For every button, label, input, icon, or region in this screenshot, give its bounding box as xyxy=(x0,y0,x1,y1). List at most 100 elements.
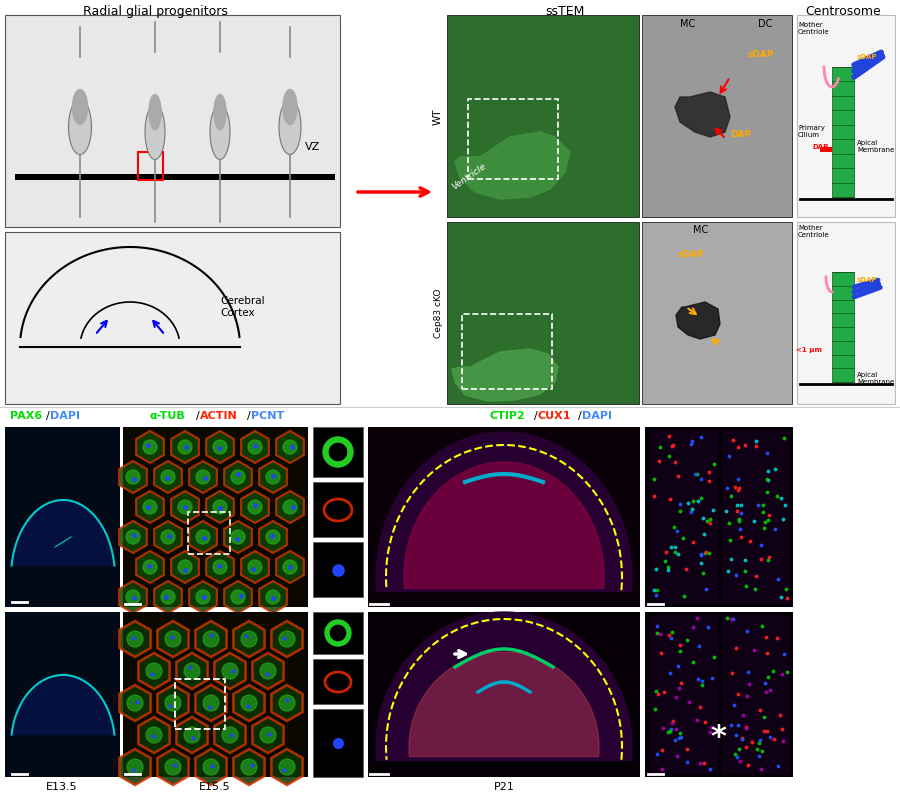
Text: /: / xyxy=(46,411,50,421)
Text: WT: WT xyxy=(0,508,2,525)
Text: Mother
Centriole: Mother Centriole xyxy=(798,225,830,238)
Bar xyxy=(650,615,718,774)
Text: sDAP: sDAP xyxy=(747,50,773,59)
Polygon shape xyxy=(12,500,114,566)
Ellipse shape xyxy=(165,759,181,775)
Polygon shape xyxy=(12,675,114,735)
Polygon shape xyxy=(409,652,599,756)
Bar xyxy=(642,15,792,217)
Text: Cep83 cKO: Cep83 cKO xyxy=(434,289,443,338)
Bar xyxy=(15,174,335,180)
Ellipse shape xyxy=(161,470,175,484)
Ellipse shape xyxy=(146,727,162,743)
Ellipse shape xyxy=(73,89,87,124)
Bar xyxy=(832,67,854,197)
Ellipse shape xyxy=(196,590,210,604)
Text: sDAP: sDAP xyxy=(857,277,878,283)
Text: /: / xyxy=(534,411,538,421)
Ellipse shape xyxy=(126,530,140,544)
Ellipse shape xyxy=(178,500,192,514)
Ellipse shape xyxy=(248,440,262,454)
Bar xyxy=(462,314,552,389)
Ellipse shape xyxy=(241,759,257,775)
Bar xyxy=(175,679,225,729)
Bar xyxy=(797,15,895,217)
Ellipse shape xyxy=(149,95,161,129)
Ellipse shape xyxy=(203,759,219,775)
Bar xyxy=(447,15,639,217)
Text: α-TUB: α-TUB xyxy=(150,411,185,421)
Ellipse shape xyxy=(184,727,200,743)
Text: PAX6: PAX6 xyxy=(10,411,42,421)
Ellipse shape xyxy=(260,727,276,743)
Ellipse shape xyxy=(279,759,295,775)
Ellipse shape xyxy=(203,631,219,647)
Bar xyxy=(313,709,363,777)
Bar xyxy=(650,430,718,604)
Text: *: * xyxy=(710,723,726,752)
Bar xyxy=(123,612,308,777)
Text: WT: WT xyxy=(0,479,2,495)
Ellipse shape xyxy=(165,695,181,711)
Ellipse shape xyxy=(161,590,175,604)
Polygon shape xyxy=(404,462,604,588)
Ellipse shape xyxy=(260,663,276,679)
Bar xyxy=(188,512,230,554)
Ellipse shape xyxy=(266,470,280,484)
Ellipse shape xyxy=(68,100,92,155)
Text: ssTEM: ssTEM xyxy=(545,5,585,18)
Ellipse shape xyxy=(196,530,210,544)
Ellipse shape xyxy=(279,695,295,711)
Bar xyxy=(313,659,363,704)
Bar xyxy=(468,99,558,179)
Ellipse shape xyxy=(213,500,227,514)
Ellipse shape xyxy=(203,695,219,711)
Ellipse shape xyxy=(143,560,157,574)
Polygon shape xyxy=(455,132,570,199)
Ellipse shape xyxy=(146,663,162,679)
Bar xyxy=(645,427,793,607)
Text: /: / xyxy=(196,411,200,421)
Polygon shape xyxy=(376,432,632,591)
Ellipse shape xyxy=(231,470,245,484)
Bar xyxy=(5,427,120,607)
Text: PCNT: PCNT xyxy=(251,411,284,421)
Text: Radial glial progenitors: Radial glial progenitors xyxy=(83,5,228,18)
Text: Mother
Centriole: Mother Centriole xyxy=(798,22,830,35)
Ellipse shape xyxy=(127,631,143,647)
Ellipse shape xyxy=(127,695,143,711)
Ellipse shape xyxy=(196,470,210,484)
Polygon shape xyxy=(376,612,632,760)
Ellipse shape xyxy=(283,440,297,454)
Ellipse shape xyxy=(248,560,262,574)
Text: Primary
Cilium: Primary Cilium xyxy=(798,125,825,138)
Text: MC: MC xyxy=(693,225,708,235)
Ellipse shape xyxy=(165,631,181,647)
Bar xyxy=(447,222,639,404)
Text: CTIP2: CTIP2 xyxy=(490,411,526,421)
Ellipse shape xyxy=(145,104,165,159)
Ellipse shape xyxy=(210,104,230,159)
Text: E15.5: E15.5 xyxy=(199,782,230,792)
Ellipse shape xyxy=(241,695,257,711)
Ellipse shape xyxy=(283,560,297,574)
Text: DAP: DAP xyxy=(730,130,752,139)
Text: DAP: DAP xyxy=(812,144,828,150)
Bar xyxy=(820,147,832,152)
Text: DAPI: DAPI xyxy=(582,411,612,421)
Ellipse shape xyxy=(127,759,143,775)
Ellipse shape xyxy=(222,663,238,679)
Ellipse shape xyxy=(283,500,297,514)
Ellipse shape xyxy=(248,500,262,514)
Ellipse shape xyxy=(241,631,257,647)
Polygon shape xyxy=(676,302,720,339)
Text: Ventricle: Ventricle xyxy=(450,162,488,192)
Text: /: / xyxy=(247,411,251,421)
Polygon shape xyxy=(455,132,570,199)
Text: Centrosome: Centrosome xyxy=(806,5,881,18)
Ellipse shape xyxy=(266,530,280,544)
Bar xyxy=(5,15,340,227)
Ellipse shape xyxy=(222,727,238,743)
Text: Cep83 cKO: Cep83 cKO xyxy=(0,669,2,719)
Text: E13.5: E13.5 xyxy=(46,782,77,792)
